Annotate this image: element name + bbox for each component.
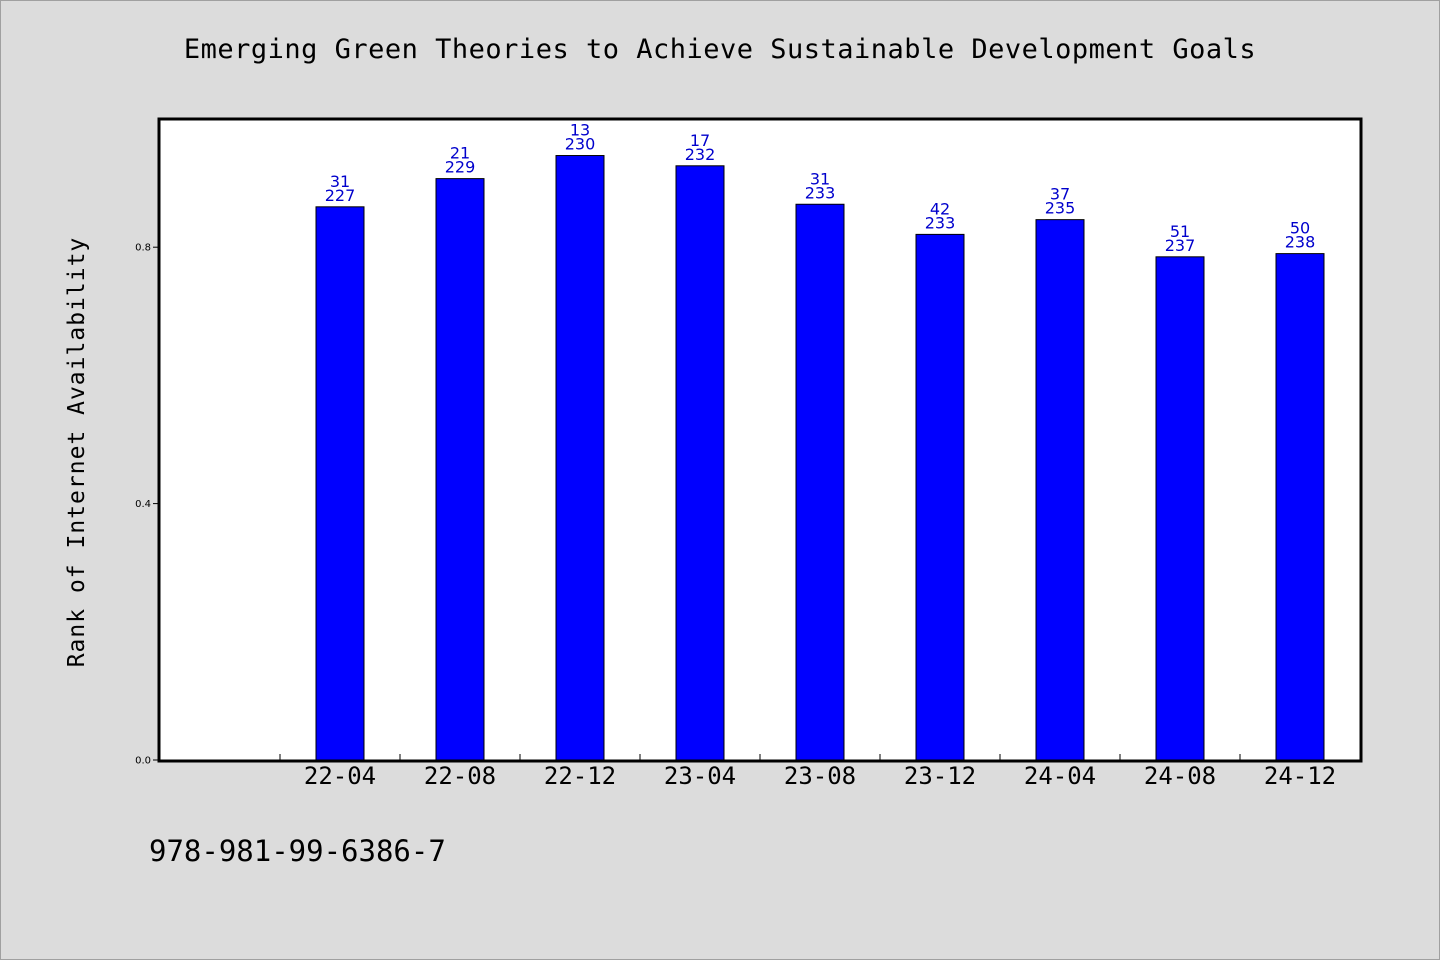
bar-label-top: 13 <box>570 121 590 140</box>
bar-label-bottom: 233 <box>925 213 956 232</box>
bar-label-bottom: 233 <box>805 183 836 202</box>
bar-label-bottom: 237 <box>1165 236 1196 255</box>
bar-label-top: 31 <box>330 172 350 191</box>
bar-label-bottom: 230 <box>565 135 596 154</box>
chart-title: Emerging Green Theories to Achieve Susta… <box>183 34 1257 65</box>
ticks-layer: 0.0 0.4 0.8 22-04 22-08 22-12 23-04 23-08 23-12 2… <box>135 243 1361 790</box>
x-tick-label: 24-08 <box>1144 762 1216 790</box>
bar <box>1155 256 1205 761</box>
bar <box>435 178 485 761</box>
footer-code: 978-981-99-6386-7 <box>149 834 446 868</box>
bar-label-top: 31 <box>810 169 830 188</box>
x-tick-label: 24-04 <box>1024 762 1096 790</box>
x-tick-label: 23-04 <box>664 762 736 790</box>
bar-label-top: 50 <box>1290 219 1310 238</box>
x-tick-label: 23-08 <box>784 762 856 790</box>
bar-label-bottom: 229 <box>445 158 476 177</box>
bar <box>1275 253 1325 761</box>
bar-label-bottom: 235 <box>1045 199 1076 218</box>
bar-label-top: 42 <box>930 199 950 218</box>
bar <box>1035 219 1085 761</box>
bar-label-top: 37 <box>1050 185 1070 204</box>
y-tick-label: 0.4 <box>135 499 151 510</box>
y-tick-label: 0.8 <box>135 243 151 254</box>
bar <box>795 203 845 761</box>
x-tick-label: 22-08 <box>424 762 496 790</box>
bar-label-bottom: 238 <box>1285 233 1316 252</box>
bar-label-top: 21 <box>450 144 470 163</box>
bar <box>915 233 965 761</box>
x-tick-label: 22-12 <box>544 762 616 790</box>
x-tick-label: 24-12 <box>1264 762 1336 790</box>
y-tick-label: 0.0 <box>135 756 151 767</box>
bar-label-top: 17 <box>690 131 710 150</box>
bar-label-bottom: 227 <box>325 186 356 205</box>
bar-label-top: 51 <box>1170 222 1190 241</box>
bar <box>555 155 605 761</box>
bar <box>315 206 365 761</box>
bar <box>675 165 725 761</box>
bar-label-bottom: 232 <box>685 145 716 164</box>
x-tick-label: 22-04 <box>304 762 376 790</box>
x-tick-label: 23-12 <box>904 762 976 790</box>
